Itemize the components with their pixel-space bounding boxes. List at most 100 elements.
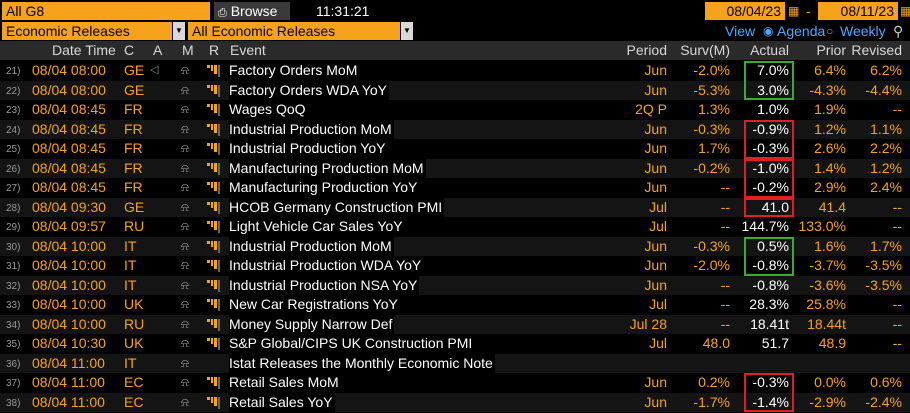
table-row[interactable]: 21) 08/04 08:00 GE ◁ ⍾ Factory Orders MoM Jun -… (0, 61, 910, 81)
bell-icon[interactable]: ⍾ (181, 219, 189, 233)
row-surv: 1.3% (698, 101, 730, 117)
relevance-bar (214, 104, 217, 113)
speaker-icon[interactable]: ◁ (150, 64, 159, 76)
row-event[interactable]: Retail Sales MoM (229, 373, 341, 392)
weekly-radio[interactable]: ○ (826, 24, 834, 38)
row-prior: 1.9% (814, 101, 846, 117)
row-revised: 1.1% (870, 120, 902, 137)
table-row[interactable]: 37) 08/04 11:00 EC ⍾ Retail Sales MoM Jun 0.2%… (0, 373, 910, 393)
row-event[interactable]: Industrial Production MoM (229, 236, 394, 256)
row-event[interactable]: Factory Orders MoM (229, 61, 360, 80)
bell-icon[interactable]: ⍾ (181, 394, 189, 409)
relevance-bar (207, 221, 210, 224)
bell-icon[interactable]: ⍾ (181, 102, 189, 116)
row-number: 30) (6, 241, 21, 253)
bell-icon[interactable]: ⍾ (181, 355, 189, 370)
row-country: IT (124, 257, 137, 273)
bell-icon[interactable]: ⍾ (181, 375, 189, 389)
row-event[interactable]: HCOB Germany Construction PMI (229, 197, 445, 217)
bell-icon[interactable]: ⍾ (181, 277, 189, 292)
bell-icon[interactable]: ⍾ (181, 199, 189, 214)
date-to-field[interactable]: 08/11/23 (818, 2, 898, 20)
table-row[interactable]: 28) 08/04 09:30 GE ⍾ HCOB Germany Constructi… (0, 197, 910, 217)
row-event[interactable]: Manufacturing Production MoM (229, 158, 426, 178)
row-country: GE (124, 62, 145, 78)
col-event[interactable]: Event (230, 42, 266, 58)
row-event[interactable]: Industrial Production WDA YoY (229, 256, 424, 275)
col-actual[interactable]: Actual (750, 42, 789, 58)
toolbar: All G8 ⎙ Browse 11:31:21 08/04/23 ▦ - 08… (0, 0, 910, 21)
row-event[interactable]: Wages QoQ (229, 100, 308, 119)
col-relevance[interactable]: R (209, 42, 220, 58)
bell-icon[interactable]: ⍾ (181, 316, 189, 331)
relevance-bar (207, 377, 210, 380)
bell-icon[interactable]: ⍾ (181, 82, 189, 97)
table-row[interactable]: 32) 08/04 10:00 IT ⍾ Industrial Production N… (0, 275, 910, 295)
table-row[interactable]: 26) 08/04 08:45 FR ⍾ Manufacturing Productio… (0, 158, 910, 178)
agenda-label[interactable]: Agenda (777, 23, 826, 39)
agenda-radio[interactable]: ◉ (763, 24, 774, 38)
table-row[interactable]: 31) 08/04 10:00 IT ⍾ Industrial Production W… (0, 256, 910, 276)
calendar-icon[interactable]: ▦ (788, 4, 800, 18)
relevance-bar (207, 104, 210, 107)
bell-icon[interactable]: ⍾ (181, 336, 189, 350)
bell-icon[interactable]: ⍾ (181, 180, 189, 194)
row-event[interactable]: Industrial Production NSA YoY (229, 275, 420, 295)
col-period[interactable]: Period (626, 42, 667, 58)
col-country[interactable]: C (124, 42, 135, 58)
subcategory-select[interactable]: All Economic Releases (188, 22, 400, 40)
chevron-down-icon[interactable]: ▼ (173, 22, 185, 40)
table-row[interactable]: 23) 08/04 08:45 FR ⍾ Wages QoQ 2Q P 1.3% 1.0% 1.… (0, 100, 910, 120)
bell-icon[interactable]: ⍾ (181, 121, 189, 136)
row-actual: -0.2% (752, 179, 789, 195)
row-event[interactable]: Light Vehicle Car Sales YoY (229, 217, 405, 236)
bell-icon[interactable]: ⍾ (181, 160, 189, 175)
bell-icon[interactable]: ⍾ (181, 141, 189, 155)
table-row[interactable]: 29) 08/04 09:57 RU ⍾ Light Vehicle Car Sales… (0, 217, 910, 237)
table-row[interactable]: 38) 08/04 11:00 EC ⍾ Retail Sales YoY Jun -1.7… (0, 392, 910, 412)
row-datetime: 08/04 11:00 (32, 354, 105, 371)
bell-icon[interactable]: ⍾ (181, 63, 189, 77)
calendar-icon[interactable]: ▦ (900, 4, 910, 18)
table-row[interactable]: 35) 08/04 10:30 UK ⍾ S&P Global/CIPS UK Cons… (0, 334, 910, 354)
row-event[interactable]: Industrial Production MoM (229, 119, 394, 139)
bell-icon[interactable]: ⍾ (181, 258, 189, 272)
row-event[interactable]: New Car Registrations YoY (229, 295, 400, 314)
table-row[interactable]: 24) 08/04 08:45 FR ⍾ Industrial Production M… (0, 119, 910, 139)
row-event[interactable]: Money Supply Narrow Def (229, 314, 395, 334)
category-select[interactable]: Economic Releases (2, 22, 172, 40)
table-row[interactable]: 30) 08/04 10:00 IT ⍾ Industrial Production M… (0, 236, 910, 256)
chevron-down-icon[interactable]: ▼ (401, 22, 413, 40)
row-surv: -- (720, 218, 730, 234)
bell-icon[interactable]: ⍾ (181, 297, 189, 311)
row-period: Jun (644, 62, 667, 78)
row-number: 26) (6, 163, 21, 175)
weekly-label[interactable]: Weekly (840, 23, 886, 39)
row-event[interactable]: Manufacturing Production YoY (229, 178, 420, 197)
col-m[interactable]: M (182, 42, 194, 58)
row-event[interactable]: S&P Global/CIPS UK Construction PMI (229, 334, 475, 353)
person-search-icon[interactable]: ⚲ (893, 23, 904, 39)
table-row[interactable]: 22) 08/04 08:00 GE ⍾ Factory Orders WDA YoY J… (0, 80, 910, 100)
col-alert[interactable]: A (153, 42, 163, 58)
table-row[interactable]: 33) 08/04 10:00 UK ⍾ New Car Registrations Y… (0, 295, 910, 315)
col-surv[interactable]: Surv(M) (680, 42, 730, 58)
table-row[interactable]: 25) 08/04 08:45 FR ⍾ Industrial Production Y… (0, 139, 910, 159)
bell-icon[interactable]: ⍾ (181, 238, 189, 253)
table-row[interactable]: 36) 08/04 11:00 IT ⍾ Istat Releases the Mont… (0, 353, 910, 373)
col-datetime[interactable]: Date Time (52, 42, 116, 58)
col-revised[interactable]: Revised (851, 42, 902, 58)
browse-button[interactable]: ⎙ Browse (214, 2, 290, 20)
relevance-bar (217, 201, 220, 214)
row-event[interactable]: Istat Releases the Monthly Economic Note (229, 353, 495, 373)
col-prior[interactable]: Prior (816, 42, 846, 58)
table-row[interactable]: 34) 08/04 10:00 RU ⍾ Money Supply Narrow Def… (0, 314, 910, 334)
row-event[interactable]: Retail Sales YoY (229, 392, 335, 412)
date-from-field[interactable]: 08/04/23 (705, 2, 785, 20)
row-event[interactable]: Industrial Production YoY (229, 139, 388, 158)
relevance-bar (214, 377, 217, 386)
row-actual: 144.7% (741, 218, 789, 234)
row-event[interactable]: Factory Orders WDA YoY (229, 80, 389, 100)
table-row[interactable]: 27) 08/04 08:45 FR ⍾ Manufacturing Productio… (0, 178, 910, 198)
scope-field[interactable]: All G8 (2, 2, 210, 20)
